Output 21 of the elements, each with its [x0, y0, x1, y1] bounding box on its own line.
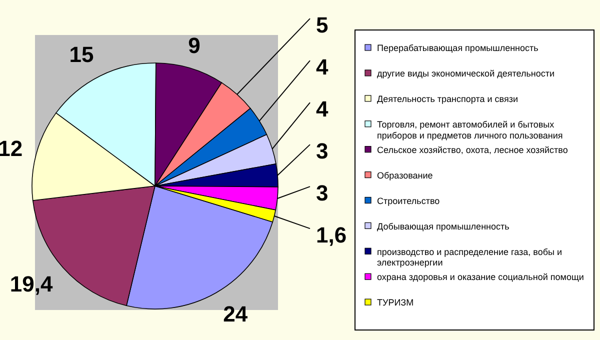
- data-label: 3: [316, 180, 328, 206]
- legend-label: ТУРИЗМ: [377, 298, 414, 308]
- legend-label: производство и распределение газа, вобы и электроэнергии: [377, 246, 562, 268]
- data-label: 3: [316, 138, 328, 164]
- data-label: 5: [316, 12, 328, 38]
- data-label: 4: [316, 96, 329, 122]
- data-label: 15: [69, 42, 94, 68]
- data-label: 1,6: [316, 222, 347, 248]
- legend-label: Добывающая промышленность: [377, 221, 510, 232]
- legend-label: Сельское хозяйство, охота, лесное хозяйство: [377, 144, 568, 155]
- legend-label: Образование: [377, 170, 433, 180]
- legend-label: Перерабатывающая промышленность: [377, 43, 539, 54]
- data-label: 4: [316, 54, 329, 80]
- legend-label: Торговля, ремонт автомобилей и бытовых приборов и предметов личного пользования: [377, 120, 563, 140]
- legend-label: Деятельность транспорта и связи: [377, 94, 518, 104]
- data-label: 24: [223, 301, 248, 326]
- data-label: 19,4: [10, 271, 54, 296]
- legend-label: охрана здоровья и оказание социальной помощи: [377, 272, 584, 282]
- legend-label: Строительство: [377, 196, 440, 206]
- data-label: 9: [188, 32, 200, 58]
- legend-label: другие виды экономической деятельности: [377, 68, 555, 79]
